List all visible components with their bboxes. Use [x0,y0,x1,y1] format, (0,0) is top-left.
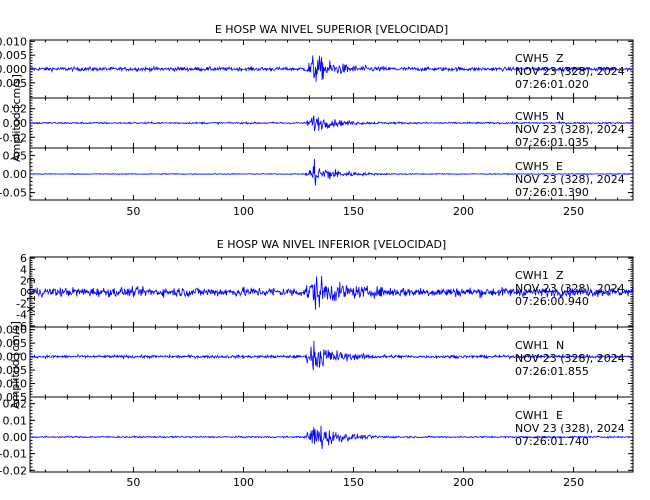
station-label: CWH5 [515,110,549,123]
y-tick-label: 4 [20,263,27,276]
x-tick-label: 150 [343,205,364,218]
y-tick-label: 0.00 [3,117,28,130]
chart-group-1: E HOSP WA NIVEL SUPERIOR [VELOCIDAD] Ampl… [0,23,634,218]
y-tick-label: 0.000 [0,63,27,76]
date-label: NOV 23 (328), 2024 [515,282,625,295]
chart-title: E HOSP WA NIVEL INFERIOR [VELOCIDAD] [217,238,446,251]
y-tick-label: -0.02 [0,131,27,144]
waveform-trace [29,275,634,310]
waveform-trace [29,115,634,132]
waveform-trace [29,55,634,82]
y-tick-label: 0.02 [3,103,28,116]
time-label: 07:26:00.940 [515,295,589,308]
y-axis-label: Amplitud [cm/s] [9,321,22,409]
x-tick-label: 50 [126,476,140,489]
y-tick-label: 0.05 [3,149,28,162]
date-label: NOV 23 (328), 2024 [515,352,625,365]
component-label: N [556,110,564,123]
chart-group-2: E HOSP WA NIVEL INFERIOR [VELOCIDAD] Ampl… [0,238,634,489]
y-tick-label: -0.005 [0,364,27,377]
waveform-trace [29,158,634,186]
y-tick-label: 0 [20,286,27,299]
component-label: E [556,409,563,422]
time-label: 07:26:01.855 [515,365,589,378]
component-label: Z [556,269,564,282]
station-label: CWH5 [515,52,549,65]
y-tick-label: -6 [16,320,27,333]
y-tick-label: 6 [20,252,27,265]
y-axis-label: Amplitud [cm/s] [10,74,23,162]
y-tick-label: 0.010 [0,35,27,48]
time-label: 07:26:01.740 [515,435,589,448]
x-tick-label: 150 [343,476,364,489]
component-label: N [556,339,564,352]
date-label: NOV 23 (328), 2024 [515,65,625,78]
scale-note: X 10-3 [25,277,38,313]
x-tick-label: 200 [453,476,474,489]
y-tick-label: -0.05 [0,187,27,200]
y-tick-label: 0.005 [0,337,27,350]
y-tick-label: -4 [16,309,27,322]
date-label: NOV 23 (328), 2024 [515,123,625,136]
waveform-trace [29,425,634,450]
x-tick-label: 250 [563,205,584,218]
x-tick-label: 100 [233,476,254,489]
y-tick-label: -2 [16,297,27,310]
date-label: NOV 23 (328), 2024 [515,422,625,435]
y-tick-label: 0.010 [0,324,27,337]
station-label: CWH1 [515,339,549,352]
x-tick-label: 250 [563,476,584,489]
chart-title: E HOSP WA NIVEL SUPERIOR [VELOCIDAD] [215,23,448,36]
date-label: NOV 23 (328), 2024 [515,173,625,186]
station-label: CWH1 [515,409,549,422]
y-tick-label: -0.010 [0,378,27,391]
component-label: Z [556,52,564,65]
y-tick-label: -0.02 [0,464,27,477]
x-tick-label: 50 [126,205,140,218]
station-label: CWH5 [515,160,549,173]
station-label: CWH1 [515,269,549,282]
y-tick-label: 0.005 [0,49,27,62]
time-label: 07:26:01.390 [515,186,589,199]
component-label: E [556,160,563,173]
y-tick-label: 0.000 [0,351,27,364]
time-label: 07:26:01.020 [515,78,589,91]
waveform-trace [29,340,634,371]
x-tick-label: 200 [453,205,474,218]
y-tick-label: -0.005 [0,77,27,90]
y-tick-label: 0.00 [3,168,28,181]
time-label: 07:26:01.035 [515,136,589,149]
x-tick-label: 100 [233,205,254,218]
y-tick-label: 0.02 [3,398,28,411]
y-tick-label: 2 [20,275,27,288]
y-tick-label: 0.00 [3,431,28,444]
y-tick-label: 0.01 [3,414,28,427]
y-tick-label: -0.01 [0,448,27,461]
y-tick-label: -0.015 [0,391,27,404]
